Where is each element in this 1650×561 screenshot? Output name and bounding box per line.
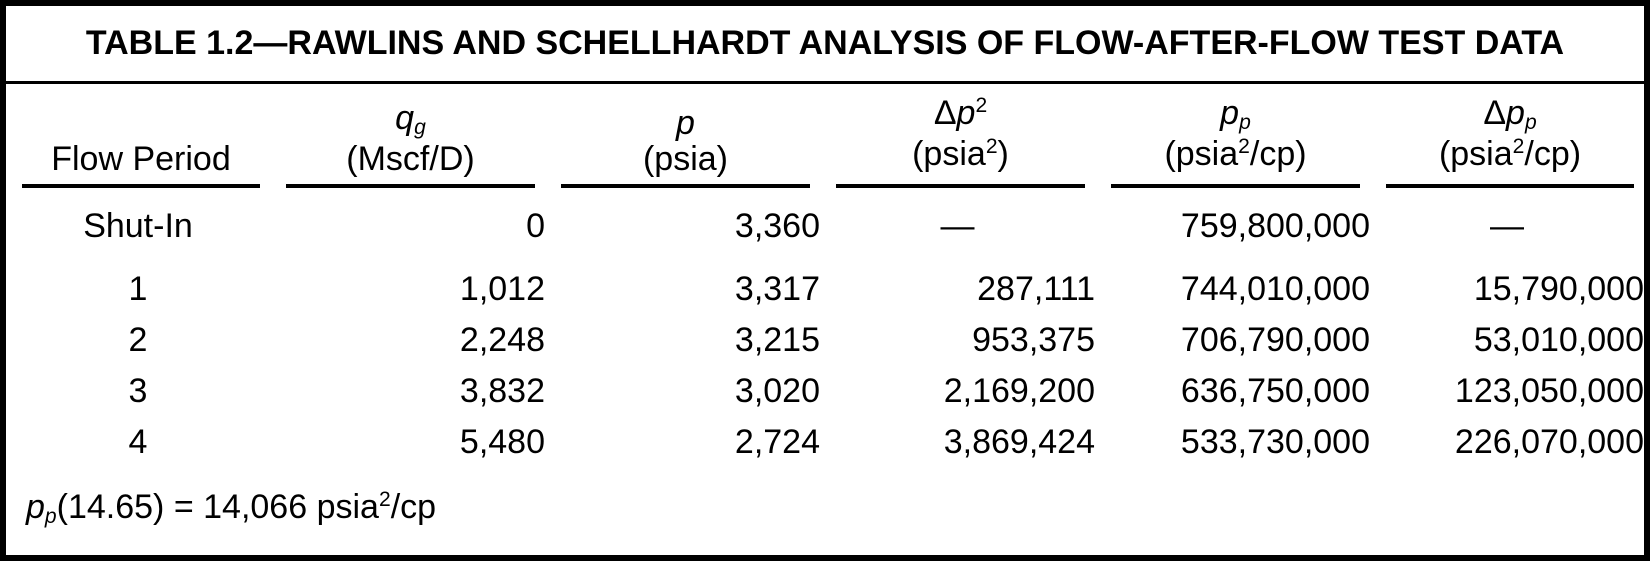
table-row: 2 2,248 3,215 953,375 706,790,000 53,010,000 — [6, 315, 1644, 366]
table-body: Shut-In 0 3,360 — 759,800,000 — 1 1,012 3,317 287… — [6, 188, 1644, 468]
cell-flow-period: Shut-In — [83, 206, 193, 245]
cell-delta-pp: 15,790,000 — [1473, 270, 1644, 308]
cell-pp: 706,790,000 — [1180, 321, 1370, 359]
table-row: 3 3,832 3,020 2,169,200 636,750,000 123,050,0… — [6, 366, 1644, 417]
cell-delta-p2: 287,111 — [977, 270, 1095, 308]
column-header-p: p (psia) — [545, 84, 820, 188]
cell-flow-period: 3 — [128, 372, 148, 410]
data-table: Flow Period qg (Mscf/D) p (psia) Δp2 (psia2) pp… — [6, 84, 1644, 468]
cell-p: 3,360 — [734, 206, 820, 245]
column-header-label: Flow Period — [22, 141, 260, 188]
column-header-label: p (psia) — [561, 105, 810, 188]
column-header-label: pp (psia2/cp) — [1111, 95, 1360, 188]
cell-delta-pp: 226,070,000 — [1454, 423, 1644, 461]
table-row: 4 5,480 2,724 3,869,424 533,730,000 226,070,0… — [6, 417, 1644, 468]
cell-qg: 5,480 — [459, 423, 545, 461]
column-header-delta-pp: Δpp (psia2/cp) — [1370, 84, 1644, 188]
cell-p: 3,317 — [734, 270, 820, 308]
column-header-label: Δp2 (psia2) — [836, 94, 1085, 188]
header-row: Flow Period qg (Mscf/D) p (psia) Δp2 (psia2) pp… — [6, 84, 1644, 188]
cell-delta-pp: — — [1490, 206, 1524, 245]
cell-pp: 533,730,000 — [1180, 423, 1370, 461]
cell-p: 2,724 — [734, 423, 820, 461]
cell-delta-pp: 53,010,000 — [1473, 321, 1644, 359]
cell-qg: 1,012 — [459, 270, 545, 308]
column-header-qg: qg (Mscf/D) — [270, 84, 545, 188]
cell-flow-period: 2 — [128, 321, 148, 359]
cell-pp: 636,750,000 — [1180, 372, 1370, 410]
cell-p: 3,215 — [734, 321, 820, 359]
cell-delta-p2: 3,869,424 — [943, 423, 1095, 461]
cell-p: 3,020 — [734, 372, 820, 410]
table-row: 1 1,012 3,317 287,111 744,010,000 15,790,000 — [6, 264, 1644, 315]
cell-delta-p2: — — [940, 206, 975, 245]
cell-pp: 744,010,000 — [1180, 270, 1370, 308]
footnote: pp(14.65) = 14,066 psia2/cp — [26, 488, 437, 529]
title-bar: TABLE 1.2—RAWLINS AND SCHELLHARDT ANALYS… — [6, 6, 1644, 84]
cell-qg: 3,832 — [459, 372, 545, 410]
column-header-pp: pp (psia2/cp) — [1095, 84, 1370, 188]
column-header-label: qg (Mscf/D) — [286, 100, 535, 188]
cell-delta-p2: 2,169,200 — [943, 372, 1095, 410]
table-row: Shut-In 0 3,360 — 759,800,000 — — [6, 188, 1644, 264]
cell-flow-period: 1 — [128, 270, 148, 308]
cell-flow-period: 4 — [128, 423, 148, 461]
column-header-delta-p2: Δp2 (psia2) — [820, 84, 1095, 188]
column-header-label: Δpp (psia2/cp) — [1386, 95, 1634, 188]
cell-qg: 0 — [526, 206, 545, 245]
cell-delta-p2: 953,375 — [972, 321, 1095, 359]
cell-qg: 2,248 — [459, 321, 545, 359]
column-header-flow-period: Flow Period — [6, 84, 270, 188]
cell-delta-pp: 123,050,000 — [1454, 372, 1644, 410]
page-title: TABLE 1.2—RAWLINS AND SCHELLHARDT ANALYS… — [85, 24, 1565, 62]
cell-pp: 759,800,000 — [1180, 206, 1370, 245]
